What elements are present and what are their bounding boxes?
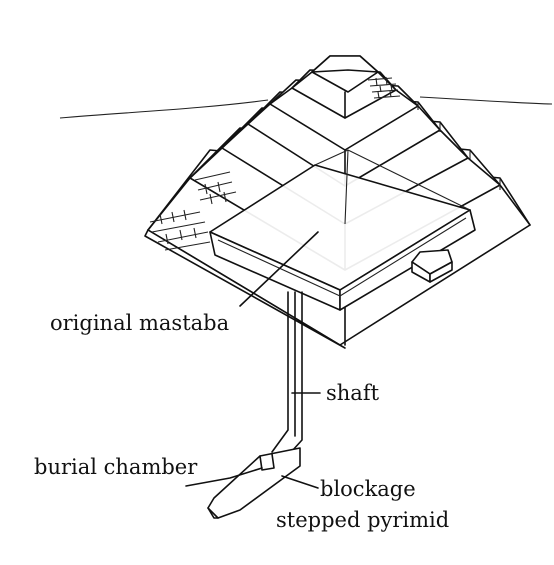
leader-lines (185, 231, 321, 489)
label-stepped-pyramid: stepped pyrimid (276, 508, 449, 532)
horizon-line (59, 96, 553, 119)
brick-texture-right (367, 76, 401, 99)
label-burial-chamber: burial chamber (34, 455, 198, 479)
label-original-mastaba: original mastaba (50, 311, 229, 335)
original-mastaba-block (209, 149, 476, 311)
label-blockage: blockage (320, 477, 416, 501)
leader-blockage (281, 475, 319, 489)
leader-burial-chamber (185, 467, 263, 487)
burial-chamber-tunnel (207, 447, 301, 519)
brick-texture-left (149, 171, 237, 251)
label-shaft: shaft (326, 381, 380, 405)
leader-original-mastaba (239, 231, 319, 307)
entrance-block (411, 249, 453, 283)
